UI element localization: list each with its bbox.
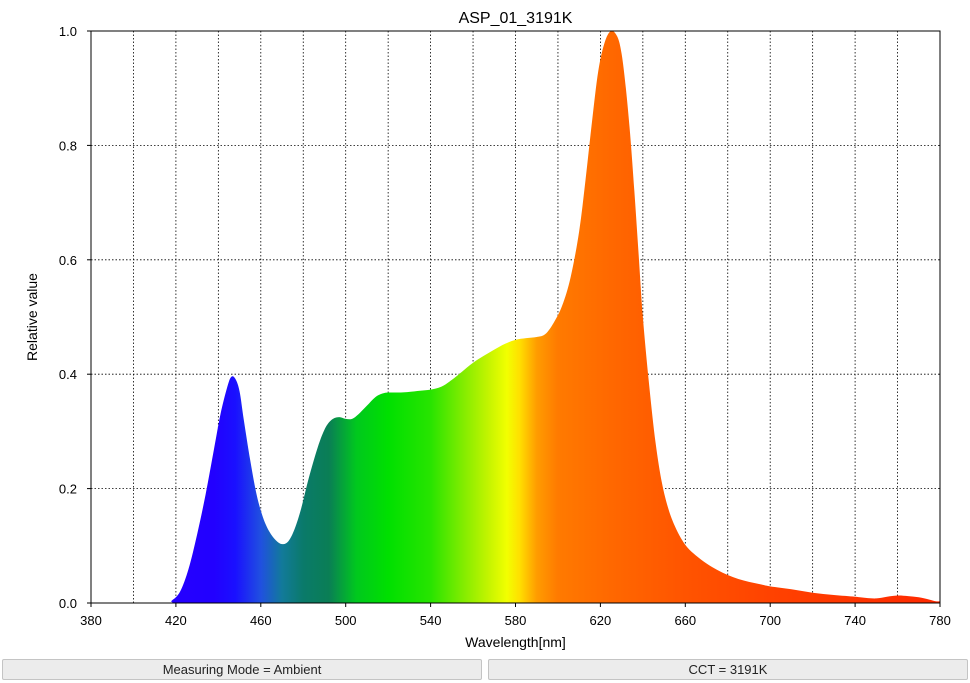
spectrum-area	[91, 30, 940, 604]
x-tick-label: 580	[505, 613, 527, 628]
x-tick-label: 460	[250, 613, 272, 628]
y-axis-label: Relative value	[24, 273, 40, 361]
x-tick-label: 380	[80, 613, 102, 628]
chart-title: ASP_01_3191K	[459, 10, 573, 27]
spectrum-chart: 380 420 460 500 540 580 620 660 700 740 780 0.0 0.2 0…	[24, 10, 951, 650]
measuring-mode-status[interactable]: Measuring Mode = Ambient	[2, 659, 482, 680]
y-tick-label: 0.8	[59, 138, 77, 153]
x-tick-label: 420	[165, 613, 187, 628]
spectrum-chart-svg: 380 420 460 500 540 580 620 660 700 740 780 0.0 0.2 0…	[24, 10, 951, 650]
x-tick-label: 700	[759, 613, 781, 628]
x-tick-label: 500	[335, 613, 357, 628]
y-tick-label: 1.0	[59, 24, 77, 39]
cct-status[interactable]: CCT = 3191K	[488, 659, 968, 680]
x-tick-label: 660	[674, 613, 696, 628]
x-tick-label: 540	[420, 613, 442, 628]
y-tick-label: 0.2	[59, 482, 77, 497]
y-tick-label: 0.6	[59, 253, 77, 268]
x-tick-label: 780	[929, 613, 951, 628]
y-tick-label: 0.0	[59, 596, 77, 611]
y-tick-label: 0.4	[59, 367, 77, 382]
x-tick-label: 740	[844, 613, 866, 628]
x-tick-label: 620	[590, 613, 612, 628]
x-axis-label: Wavelength[nm]	[465, 634, 566, 650]
status-bar: Measuring Mode = Ambient CCT = 3191K	[0, 657, 970, 683]
